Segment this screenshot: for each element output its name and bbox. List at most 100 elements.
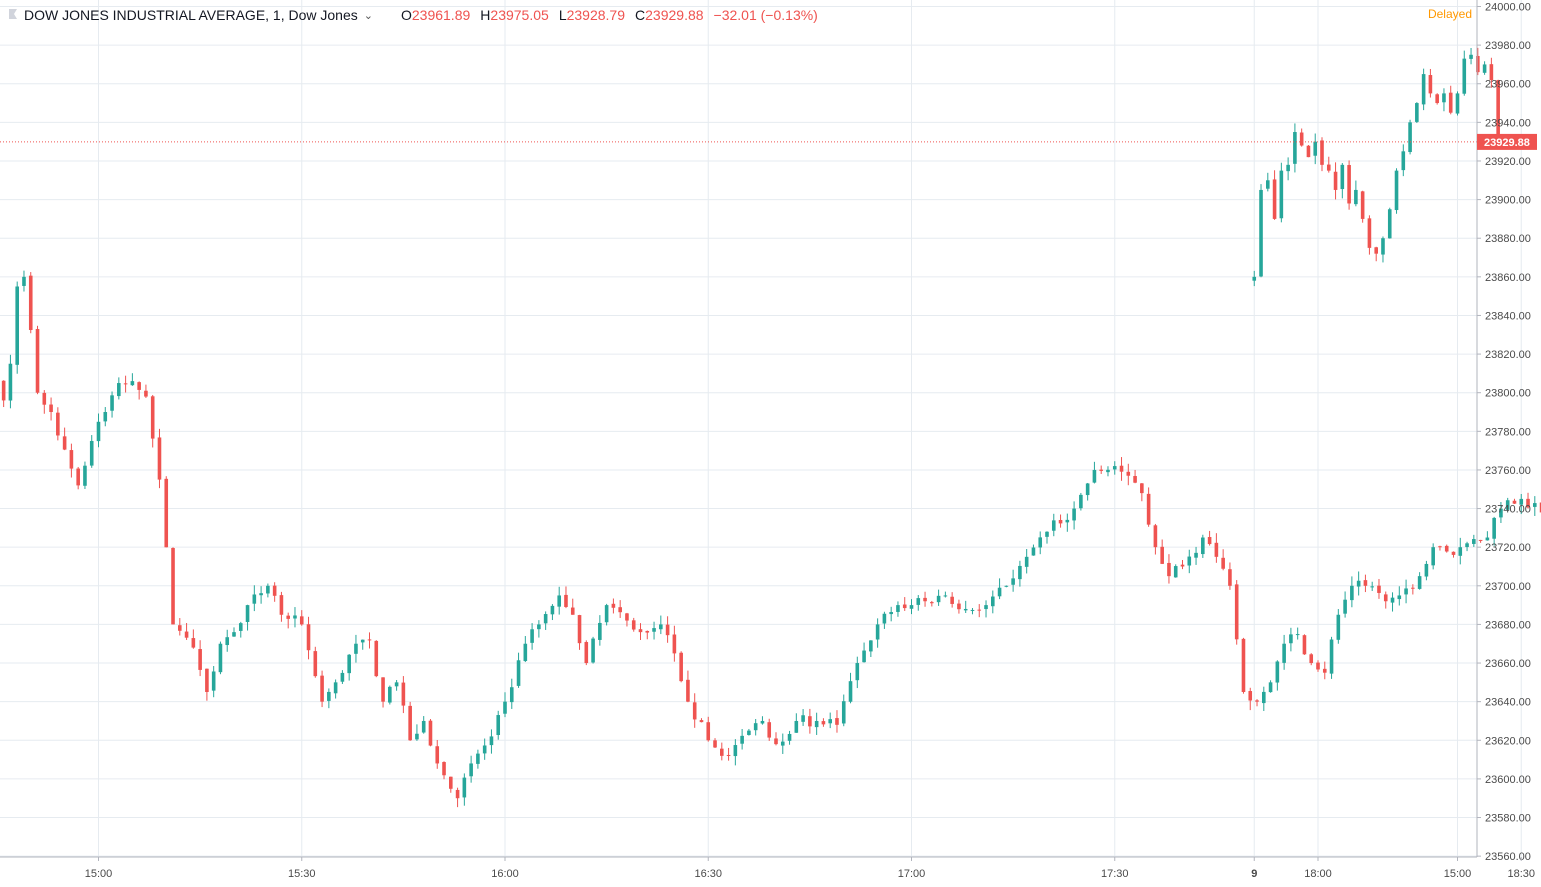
candle-up (841, 701, 846, 724)
candles (1, 47, 1541, 808)
candle-up (327, 691, 331, 701)
candle-up (1394, 170, 1399, 211)
candle-down (1, 380, 6, 401)
candle-up (469, 763, 473, 777)
candle-down (1360, 191, 1365, 219)
candle-up (1293, 132, 1297, 164)
time-tick-label: 15:00 (85, 868, 113, 880)
candle-down (123, 383, 128, 385)
candle-up (1112, 466, 1117, 470)
candle-up (110, 395, 114, 411)
candle-up (1259, 189, 1263, 277)
candle-up (1194, 552, 1198, 558)
candle-down (1306, 145, 1311, 158)
price-tick-label: 23980.00 (1485, 40, 1531, 52)
candle-down (1476, 55, 1480, 73)
candle-down (665, 624, 670, 636)
candle-down (408, 705, 412, 741)
candle-up (1485, 537, 1490, 541)
candle-up (225, 637, 230, 646)
candle-up (232, 632, 236, 637)
candle-down (313, 651, 318, 677)
price-tick-label: 23700.00 (1485, 581, 1531, 593)
candle-down (835, 718, 839, 725)
candle-up (1381, 238, 1385, 255)
candle-up (1354, 189, 1358, 205)
candle-up (15, 286, 19, 365)
candle-up (394, 682, 399, 687)
candle-down (428, 720, 433, 746)
candle-up (787, 733, 792, 741)
candle-down (1526, 498, 1530, 508)
chevron-down-icon[interactable]: ⌄ (363, 9, 373, 22)
candle-up (293, 615, 297, 619)
candle-down (1326, 164, 1331, 171)
candle-down (35, 329, 40, 393)
candle-down (150, 396, 155, 439)
symbol-title[interactable]: DOW JONES INDUSTRIAL AVERAGE, 1, Dow Jon… (24, 7, 358, 23)
time-tick-label: 18:30 (1507, 868, 1535, 880)
candle-up (1415, 103, 1419, 122)
price-tick-label: 23740.00 (1485, 504, 1531, 516)
candle-up (747, 730, 751, 735)
candle-down (401, 682, 406, 706)
candle-down (449, 776, 453, 789)
candle-up (1408, 122, 1412, 153)
candle-down (178, 625, 182, 631)
candle-up (1492, 517, 1496, 539)
high-value: 23975.05 (490, 7, 549, 23)
candle-down (1180, 564, 1185, 567)
candle-down (1367, 218, 1372, 248)
candle-up (503, 701, 507, 714)
price-tick-label: 24000.00 (1485, 2, 1531, 14)
candle-down (1512, 500, 1517, 504)
price-tick-label: 23620.00 (1485, 735, 1531, 747)
candle-up (1024, 556, 1029, 567)
candle-up (238, 623, 243, 631)
candle-down (1302, 635, 1307, 655)
candle-down (435, 746, 440, 764)
candle-down (1435, 94, 1439, 104)
time-tick-label: 9 (1251, 868, 1257, 880)
candle-up (733, 745, 738, 757)
candle-down (570, 607, 575, 615)
candle-down (279, 595, 284, 615)
candle-up (780, 741, 785, 746)
candle-down (320, 675, 324, 702)
time-tick-label: 15:30 (288, 868, 316, 880)
candle-up (604, 605, 609, 623)
candle-up (916, 598, 921, 605)
time-tick-label: 16:30 (694, 868, 722, 880)
flag-icon[interactable] (8, 9, 18, 21)
candle-down (42, 392, 47, 405)
candle-up (598, 622, 602, 640)
candle-up (347, 654, 351, 674)
candle-down (1320, 140, 1324, 165)
last-price-tag-bg (1477, 133, 1537, 150)
candle-down (1234, 584, 1239, 640)
candle-up (252, 594, 257, 604)
price-tick-label: 23880.00 (1485, 233, 1531, 245)
candle-down (1411, 587, 1415, 589)
candle-up (22, 276, 26, 286)
candle-down (923, 597, 927, 602)
candle-up (1187, 556, 1192, 566)
candle-down (902, 604, 907, 609)
candle-up (1011, 578, 1015, 585)
candle-down (1363, 580, 1368, 586)
candle-up (753, 723, 758, 731)
candle-down (957, 603, 961, 610)
candle-up (997, 587, 1002, 597)
candle-up (801, 715, 805, 722)
candle-up (896, 605, 900, 612)
candle-up (489, 736, 494, 746)
price-axis[interactable]: 24000.00 23980.00 23960.00 23940.00 23920.00… (1476, 0, 1531, 863)
time-axis[interactable]: 15:00 15:30 16:00 16:30 17:00 17:30 18:00 18:30… (0, 856, 1541, 880)
candle-up (936, 595, 941, 603)
candle-up (882, 613, 887, 624)
candle-up (218, 643, 223, 673)
candle-down (821, 721, 826, 725)
candle-down (367, 639, 372, 641)
